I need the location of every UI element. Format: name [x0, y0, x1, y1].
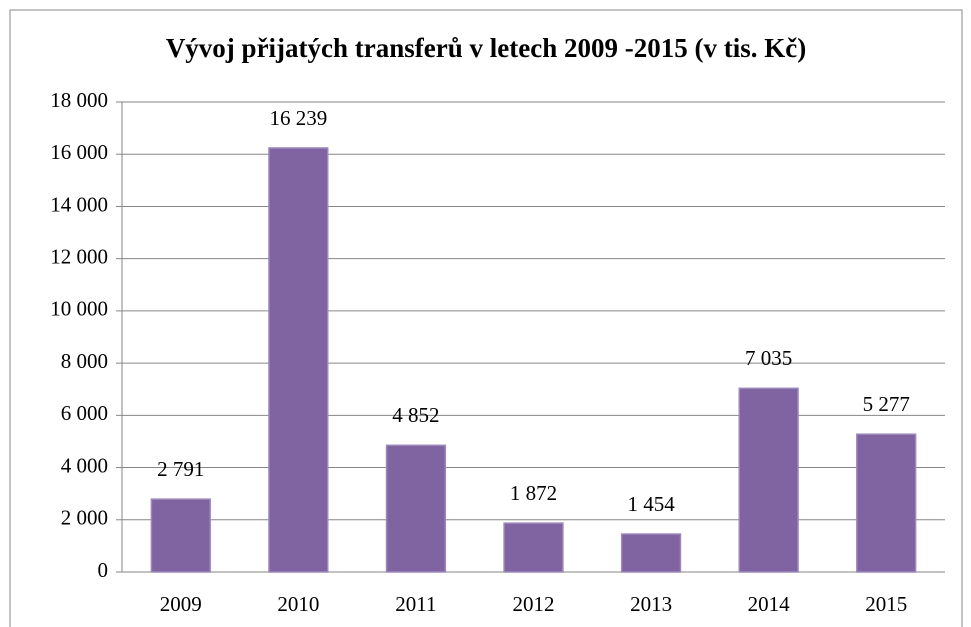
- bar: [503, 522, 564, 573]
- y-tick-label: 4 000: [61, 453, 108, 477]
- value-label: 1 872: [510, 481, 557, 505]
- y-tick-label: 0: [98, 558, 109, 582]
- x-tick-label: 2011: [395, 592, 436, 616]
- chart-title: Vývoj přijatých transferů v letech 2009 …: [166, 33, 806, 63]
- y-tick-label: 18 000: [50, 88, 108, 112]
- y-tick-label: 2 000: [61, 506, 108, 530]
- value-label: 1 454: [627, 492, 675, 516]
- value-label: 7 035: [745, 346, 792, 370]
- bar: [738, 387, 799, 573]
- y-tick-label: 14 000: [50, 192, 108, 216]
- bar: [856, 433, 917, 573]
- y-tick-label: 8 000: [61, 349, 108, 373]
- bar: [385, 444, 447, 573]
- x-tick-label: 2012: [513, 592, 555, 616]
- bar: [268, 147, 329, 573]
- y-tick-label: 16 000: [50, 140, 108, 164]
- y-tick-label: 10 000: [50, 297, 108, 321]
- value-label: 2 791: [157, 457, 204, 481]
- x-tick-label: 2014: [748, 592, 791, 616]
- value-label: 16 239: [269, 106, 327, 130]
- x-tick-label: 2010: [277, 592, 319, 616]
- x-tick-label: 2013: [630, 592, 672, 616]
- y-tick-label: 12 000: [50, 244, 108, 268]
- bar: [620, 533, 682, 573]
- chart-border: [9, 9, 963, 627]
- x-tick-label: 2015: [865, 592, 907, 616]
- value-label: 4 852: [392, 403, 439, 427]
- value-label: 5 277: [863, 392, 910, 416]
- x-tick-label: 2009: [160, 592, 202, 616]
- y-tick-label: 6 000: [61, 401, 108, 425]
- bar: [150, 498, 211, 573]
